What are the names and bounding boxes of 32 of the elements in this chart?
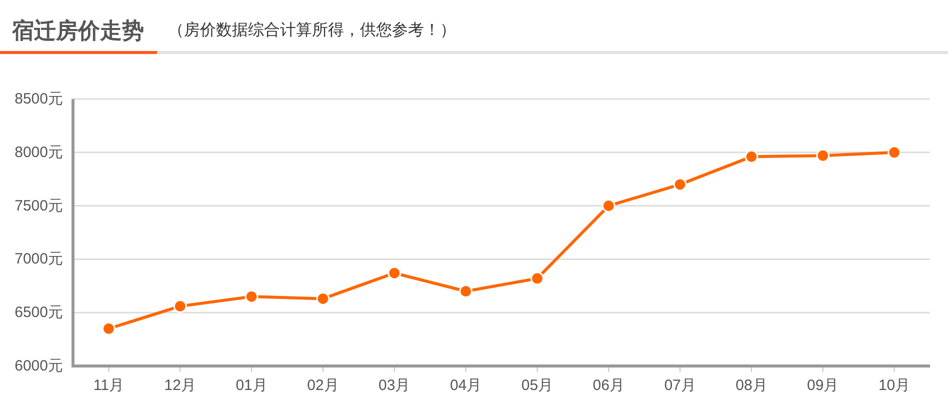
chart-subtitle: （房价数据综合计算所得，供您参考！）: [168, 21, 456, 39]
y-tick-label: 7000元: [14, 250, 63, 268]
point: [602, 199, 616, 213]
x-tick-label: 03月: [378, 377, 410, 394]
point: [888, 146, 902, 160]
point: [530, 272, 544, 286]
y-tick-label: 7500元: [14, 197, 63, 214]
x-tick-label: 12月: [164, 377, 196, 394]
x-tick-label: 09月: [807, 377, 839, 394]
point: [173, 299, 187, 313]
x-tick-label: 05月: [521, 377, 554, 394]
x-tick-label: 06月: [592, 377, 624, 394]
point: [459, 284, 473, 298]
x-tick-label: 02月: [307, 377, 339, 394]
chart-title: 宿迁房价走势: [11, 18, 144, 43]
x-tick-label: 08月: [736, 377, 768, 394]
y-tick-label: 6000元: [14, 358, 63, 374]
x-tick-label: 10月: [878, 377, 910, 394]
x-tick-label: 04月: [450, 377, 482, 394]
point: [673, 178, 687, 192]
y-tick-label: 8000元: [14, 144, 63, 161]
y-tick-label: 6500元: [14, 304, 63, 322]
point: [102, 322, 116, 336]
point: [244, 290, 258, 304]
x-tick-label: 01月: [236, 377, 268, 394]
point: [388, 266, 402, 280]
point: [316, 292, 330, 306]
y-tick-label: 8500元: [14, 90, 63, 108]
point: [744, 150, 758, 164]
x-tick-label: 11月: [93, 377, 124, 394]
x-tick-label: 07月: [664, 377, 696, 394]
point: [816, 148, 830, 162]
